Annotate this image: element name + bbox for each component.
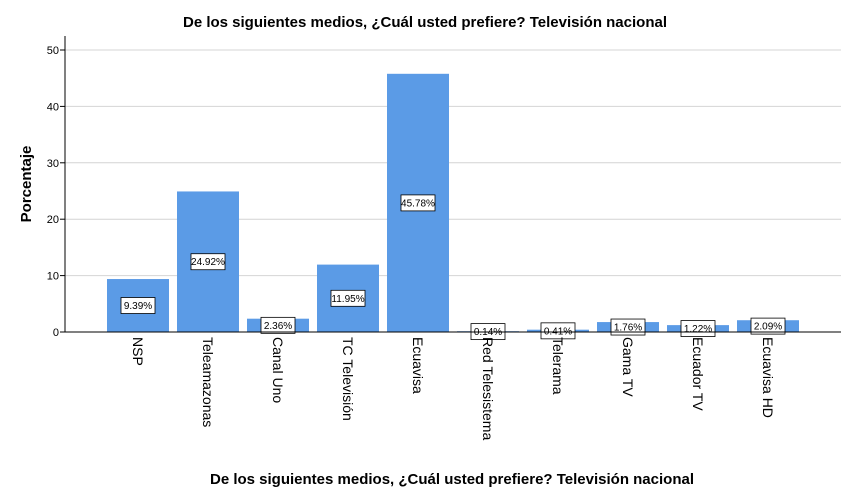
data-label-box bbox=[190, 253, 226, 271]
data-label: 11.95% bbox=[330, 289, 366, 307]
data-label-text: 24.92% bbox=[191, 257, 225, 268]
y-tick-label: 0 bbox=[53, 327, 59, 339]
data-label-box bbox=[610, 318, 646, 336]
chart-title: De los siguientes medios, ¿Cuál usted pr… bbox=[183, 14, 667, 31]
y-axis-title: Porcentaje bbox=[18, 146, 35, 223]
x-category-label: Telerama bbox=[550, 337, 566, 395]
data-label-box bbox=[680, 320, 716, 337]
x-category-label: Red Telesistema bbox=[480, 337, 496, 440]
data-label: 45.78% bbox=[400, 194, 436, 212]
data-label: 2.09% bbox=[750, 317, 786, 335]
x-category-label: Ecuador TV bbox=[690, 337, 706, 411]
y-axis-ticks: 0 10 20 30 40 50 bbox=[47, 45, 65, 339]
data-label-box bbox=[750, 317, 786, 335]
data-label-text: 2.36% bbox=[264, 321, 292, 332]
data-label-box bbox=[120, 297, 156, 314]
bars bbox=[107, 73, 799, 333]
x-category-label: Gama TV bbox=[620, 337, 636, 397]
data-label: 24.92% bbox=[190, 253, 226, 271]
data-label: 1.76% bbox=[610, 318, 646, 336]
x-category-label: Canal Uno bbox=[270, 337, 286, 403]
data-label-text: 45.78% bbox=[401, 198, 435, 209]
x-category-label: TC Televisión bbox=[340, 337, 356, 421]
data-label-text: 11.95% bbox=[331, 294, 364, 305]
data-label-text: 2.09% bbox=[754, 322, 782, 333]
data-label-text: 1.76% bbox=[614, 323, 642, 334]
x-axis-categories: NSP Teleamazonas Canal Uno TC Televisión Ecu… bbox=[130, 337, 776, 440]
data-label-box bbox=[330, 289, 366, 307]
data-label-box bbox=[260, 316, 296, 334]
x-category-label: Ecuavisa HD bbox=[760, 337, 776, 418]
x-category-label: NSP bbox=[130, 337, 146, 366]
x-axis-title: De los siguientes medios, ¿Cuál usted pr… bbox=[210, 471, 694, 488]
data-label-text: 0.14% bbox=[474, 327, 502, 338]
data-label: 2.36% bbox=[260, 316, 296, 334]
y-tick-label: 40 bbox=[47, 101, 59, 113]
data-label-text: 9.39% bbox=[124, 301, 152, 312]
y-tick-label: 20 bbox=[47, 214, 59, 226]
data-label-box bbox=[400, 194, 436, 212]
y-tick-label: 30 bbox=[47, 158, 59, 170]
data-label-box bbox=[540, 322, 576, 340]
data-label: 1.22% bbox=[680, 320, 716, 337]
x-category-label: Ecuavisa bbox=[410, 337, 426, 394]
x-category-label: Teleamazonas bbox=[200, 337, 216, 427]
y-tick-label: 50 bbox=[47, 45, 59, 57]
data-label-text: 1.22% bbox=[684, 324, 712, 335]
y-tick-label: 10 bbox=[47, 271, 59, 283]
data-label: 9.39% bbox=[120, 297, 156, 314]
